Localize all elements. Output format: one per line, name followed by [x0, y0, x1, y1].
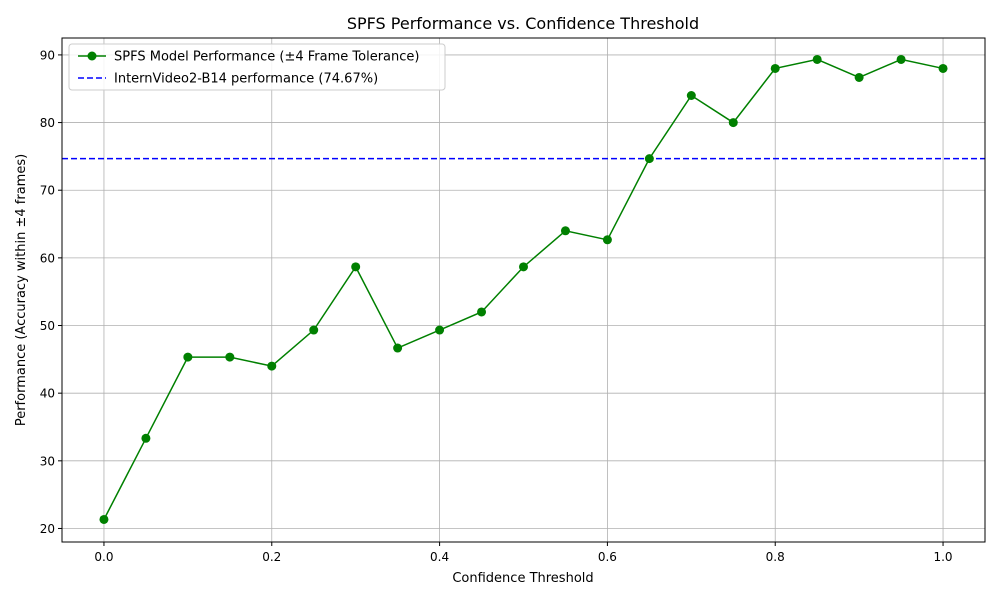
data-point-spfs — [351, 262, 361, 272]
data-point-spfs — [309, 325, 319, 335]
legend-label-internvideo: InternVideo2-B14 performance (74.67%) — [114, 72, 378, 87]
y-tick-label: 70 — [40, 184, 55, 198]
data-point-spfs — [267, 361, 277, 371]
series-line-spfs — [103, 58, 944, 520]
chart-title: SPFS Performance vs. Confidence Threshol… — [347, 14, 699, 33]
data-point-spfs — [854, 72, 864, 82]
data-point-spfs — [896, 54, 906, 64]
data-point-spfs — [812, 54, 822, 64]
data-point-spfs — [435, 325, 445, 335]
data-point-spfs — [560, 226, 570, 236]
data-point-spfs — [938, 63, 948, 73]
y-tick-label: 80 — [40, 116, 55, 130]
data-point-spfs — [183, 352, 193, 362]
legend-marker-spfs — [87, 51, 97, 61]
plot-frame — [61, 37, 986, 543]
data-point-spfs — [686, 91, 696, 101]
y-axis-ticks: 20 30 40 50 60 70 80 90 — [40, 48, 62, 536]
y-tick-label: 20 — [40, 522, 55, 536]
x-axis-ticks: 0.0 0.2 0.4 0.6 0.8 1.0 — [94, 542, 953, 564]
x-tick-label: 0.6 — [598, 550, 617, 564]
legend-label-spfs: SPFS Model Performance (±4 Frame Toleran… — [114, 50, 419, 65]
data-point-spfs — [225, 352, 235, 362]
x-tick-label: 0.2 — [262, 550, 281, 564]
y-tick-label: 30 — [40, 454, 55, 468]
x-tick-label: 0.4 — [430, 550, 449, 564]
data-point-spfs — [728, 118, 738, 128]
data-point-spfs — [770, 63, 780, 73]
data-point-spfs — [477, 307, 487, 317]
x-axis-label: Confidence Threshold — [452, 571, 593, 586]
grid — [62, 38, 985, 542]
y-tick-label: 40 — [40, 387, 55, 401]
y-axis-label: Performance (Accuracy within ±4 frames) — [14, 154, 29, 426]
y-tick-label: 50 — [40, 319, 55, 333]
data-point-spfs — [99, 514, 109, 524]
data-point-spfs — [602, 235, 612, 245]
series-lines — [99, 54, 948, 524]
data-point-spfs — [393, 343, 403, 353]
data-point-spfs — [519, 262, 528, 272]
x-tick-label: 0.0 — [94, 550, 113, 564]
data-point-spfs — [644, 154, 654, 164]
x-tick-label: 0.8 — [766, 550, 785, 564]
x-tick-label: 1.0 — [933, 550, 952, 564]
y-tick-label: 60 — [40, 251, 55, 265]
legend: SPFS Model Performance (±4 Frame Toleran… — [68, 43, 446, 91]
data-point-spfs — [141, 433, 151, 443]
y-tick-label: 90 — [40, 48, 55, 62]
legend-box — [68, 43, 446, 91]
